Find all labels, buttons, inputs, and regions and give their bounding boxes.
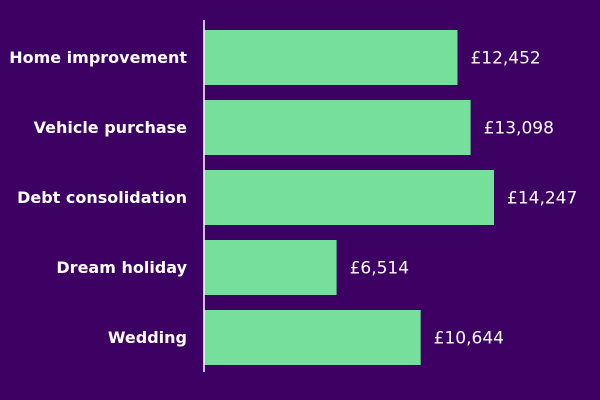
category-label: Home improvement: [9, 48, 187, 67]
bar: [204, 170, 494, 225]
value-label: £14,247: [507, 189, 577, 209]
bar: [204, 310, 421, 365]
category-label: Wedding: [108, 328, 187, 347]
category-label: Dream holiday: [56, 258, 187, 277]
value-label: £6,514: [350, 259, 409, 279]
bar: [204, 240, 337, 295]
category-label: Vehicle purchase: [34, 118, 188, 137]
bar: [204, 30, 458, 85]
value-label: £12,452: [470, 49, 540, 69]
value-label: £10,644: [434, 329, 504, 349]
bar: [204, 100, 471, 155]
category-label: Debt consolidation: [17, 188, 187, 207]
value-label: £13,098: [484, 119, 554, 139]
